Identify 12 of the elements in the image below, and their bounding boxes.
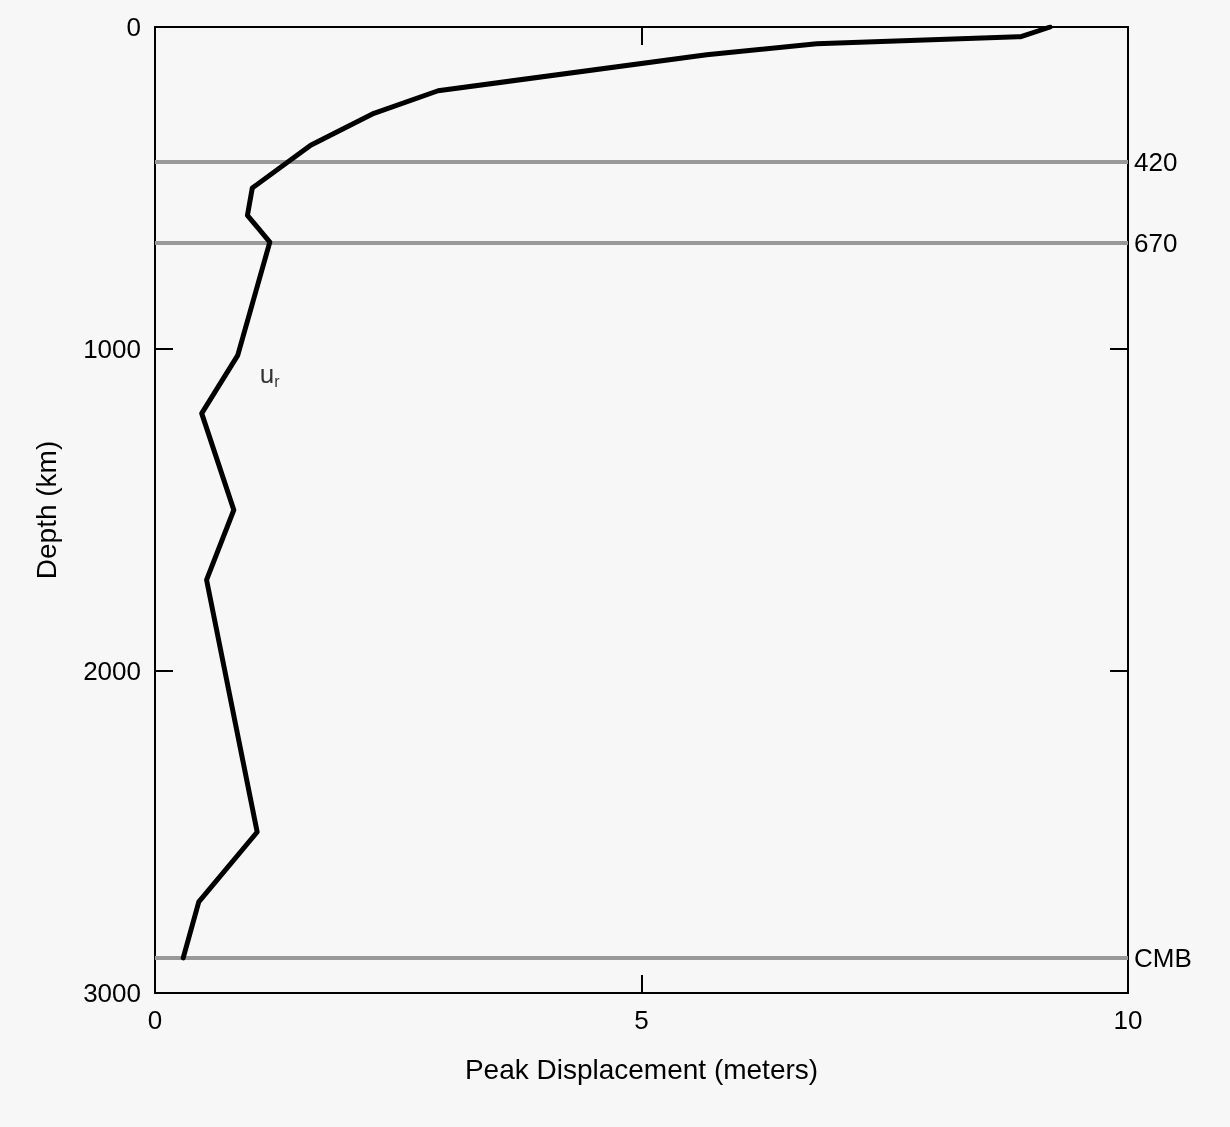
y-axis-title: Depth (km) <box>30 440 62 580</box>
x-tick-label: 10 <box>1113 1005 1143 1035</box>
ref-line-label: CMB <box>1134 942 1192 973</box>
x-tick-label: 0 <box>147 1005 163 1035</box>
y-tick-label: 1000 <box>83 334 141 364</box>
y-tick-label: 3000 <box>83 978 141 1008</box>
ref-line-label: 420 <box>1134 147 1178 178</box>
ref-line-label: 670 <box>1134 227 1178 258</box>
x-tick-label: 5 <box>634 1005 649 1035</box>
x-axis-title: Peak Displacement (meters) <box>464 1053 819 1085</box>
y-tick-label: 2000 <box>83 656 141 686</box>
y-tick-label: 0 <box>126 12 141 42</box>
